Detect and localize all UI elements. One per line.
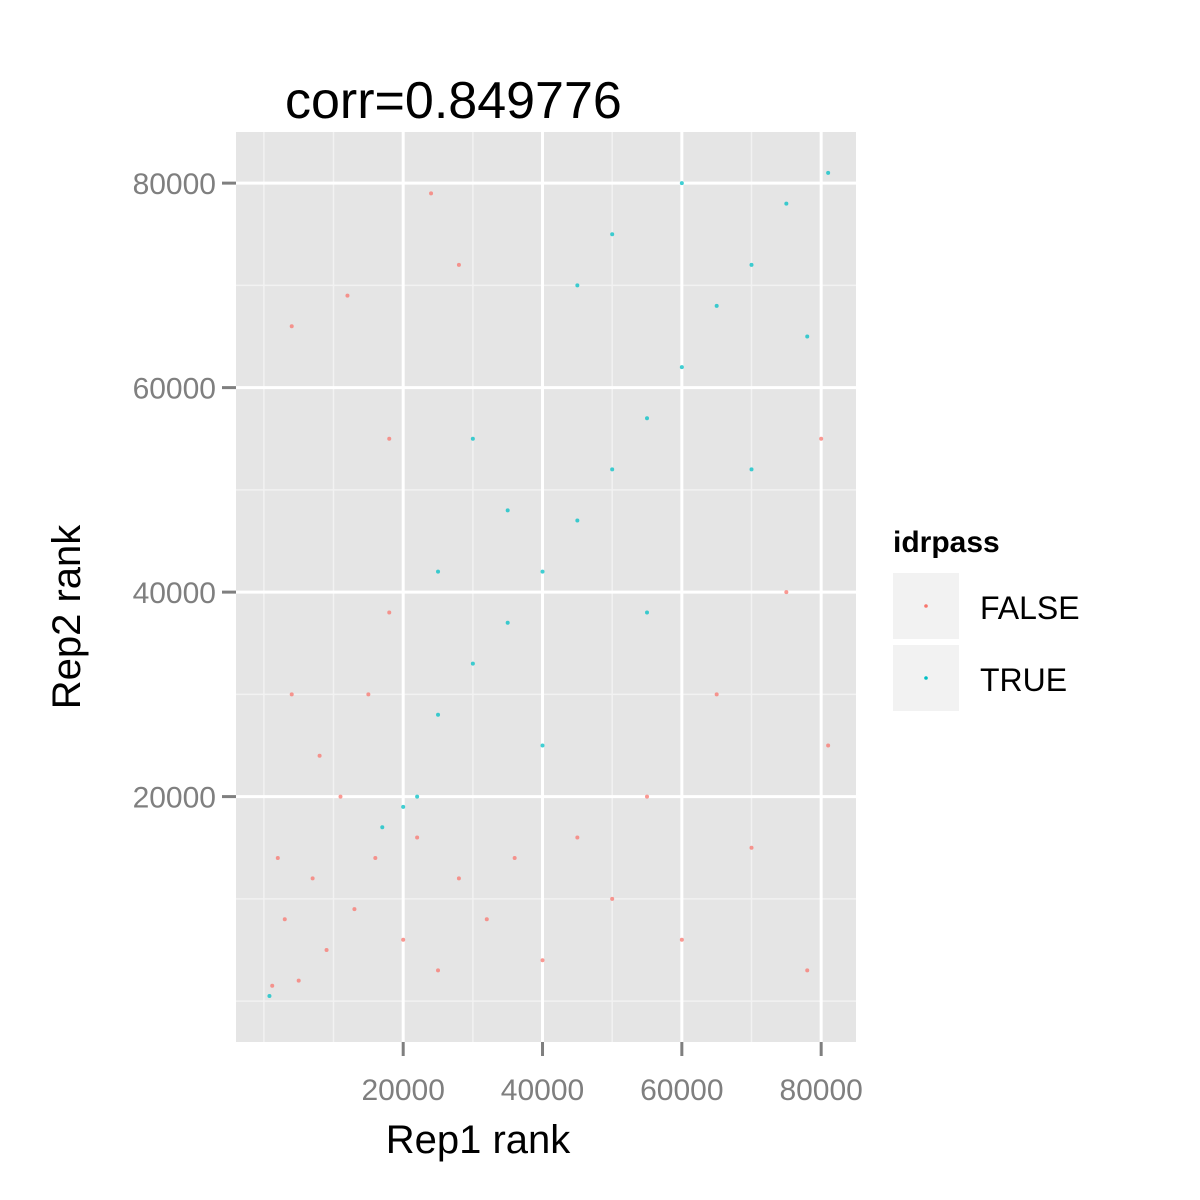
point-false-11: [415, 835, 420, 840]
point-false-20: [679, 937, 684, 942]
point-true-16: [575, 283, 580, 288]
point-false-33: [289, 324, 294, 329]
point-true-9: [505, 620, 510, 625]
point-false-5: [338, 794, 343, 799]
point-false-21: [714, 692, 719, 697]
point-false-23: [784, 590, 789, 595]
x-tick-label-3: 80000: [779, 1074, 862, 1107]
y-axis-title: Rep2 rank: [45, 524, 89, 710]
point-false-24: [805, 968, 810, 973]
x-tick-label-2: 60000: [640, 1074, 723, 1107]
point-false-30: [429, 191, 434, 196]
point-false-4: [324, 947, 329, 952]
point-true-0: [826, 170, 831, 175]
point-true-5: [645, 416, 650, 421]
point-true-8: [540, 569, 545, 574]
point-true-21: [805, 334, 810, 339]
y-tick-label-3: 80000: [133, 168, 216, 201]
point-false-17: [575, 835, 580, 840]
y-tick-label-1: 40000: [133, 577, 216, 610]
x-axis: 20000 40000 60000 80000: [361, 1042, 863, 1107]
point-false-31: [456, 262, 461, 267]
point-true-1: [784, 201, 789, 206]
point-true-20: [749, 467, 754, 472]
point-false-29: [275, 855, 280, 860]
point-false-10: [401, 937, 406, 942]
point-true-3: [714, 303, 719, 308]
point-false-9: [387, 610, 392, 615]
point-false-16: [540, 958, 545, 963]
point-false-0: [270, 983, 275, 988]
grid-minor: [236, 132, 856, 1042]
x-axis-title: Rep1 rank: [386, 1118, 572, 1162]
point-true-17: [679, 181, 684, 186]
legend-symbol-true: [924, 676, 928, 680]
point-true-15: [470, 436, 475, 441]
point-false-25: [819, 436, 824, 441]
point-true-7: [575, 518, 580, 523]
point-false-7: [366, 692, 371, 697]
point-true-10: [470, 661, 475, 666]
point-false-13: [456, 876, 461, 881]
plot-panel: [236, 132, 856, 1042]
point-false-32: [345, 293, 350, 298]
point-false-18: [610, 896, 615, 901]
point-true-22: [610, 232, 615, 237]
series-false-points: [270, 191, 831, 988]
point-true-2: [749, 262, 754, 267]
point-false-22: [749, 845, 754, 850]
point-false-19: [645, 794, 650, 799]
point-false-3: [310, 876, 315, 881]
point-false-8: [373, 855, 378, 860]
point-false-6: [352, 907, 357, 912]
legend: idrpass FALSE TRUE: [893, 526, 1080, 711]
point-false-26: [826, 743, 831, 748]
point-true-11: [436, 712, 441, 717]
y-tick-label-2: 60000: [133, 373, 216, 406]
chart-title: corr=0.849776: [285, 72, 622, 130]
x-tick-label-0: 20000: [361, 1074, 444, 1107]
point-false-15: [512, 855, 517, 860]
point-true-14: [401, 804, 406, 809]
point-true-23: [505, 508, 510, 513]
point-true-25: [267, 993, 272, 998]
x-tick-label-1: 40000: [501, 1074, 584, 1107]
point-false-28: [289, 692, 294, 697]
point-true-6: [610, 467, 615, 472]
series-true-points: [267, 170, 831, 998]
legend-label-true: TRUE: [980, 662, 1067, 698]
point-true-18: [540, 743, 545, 748]
grid-major: [236, 132, 856, 1042]
point-false-2: [296, 978, 301, 983]
legend-symbol-false: [924, 604, 928, 608]
y-axis: 20000 40000 60000 80000: [133, 168, 236, 815]
point-false-1: [282, 917, 287, 922]
point-false-12: [436, 968, 441, 973]
point-false-14: [484, 917, 489, 922]
point-true-19: [645, 610, 650, 615]
point-true-13: [380, 825, 385, 830]
point-true-24: [436, 569, 441, 574]
point-true-12: [415, 794, 420, 799]
point-true-4: [679, 365, 684, 370]
legend-label-false: FALSE: [980, 590, 1080, 626]
point-false-34: [387, 436, 392, 441]
y-tick-label-0: 20000: [133, 782, 216, 815]
point-false-27: [317, 753, 322, 758]
legend-title: idrpass: [893, 526, 1000, 559]
